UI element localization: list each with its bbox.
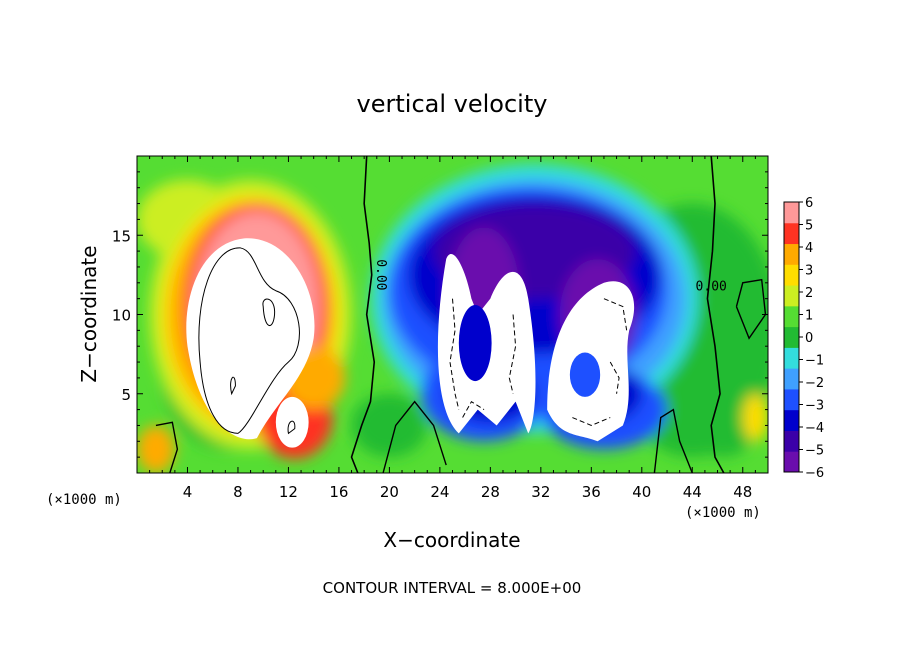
x-tick-label: 32 <box>531 483 550 501</box>
colorbar-tick-label: 5 <box>805 219 813 234</box>
x-tick-label: 16 <box>329 483 348 501</box>
colorbar-tick-label: 2 <box>805 286 813 301</box>
colorbar-tick-label: 1 <box>805 309 813 324</box>
downdraft-inner <box>458 304 492 382</box>
y-axis-label: Z−coordinate <box>77 245 101 382</box>
x-tick-label: 28 <box>481 483 500 501</box>
contour-label: 0.00 <box>696 280 727 295</box>
zero-contour <box>350 156 376 473</box>
colorbar-swatch <box>784 368 799 390</box>
contour-label: 0.00 <box>373 259 388 290</box>
contour-labels: 0.00 0.00 <box>373 259 727 295</box>
positive-contour <box>230 376 236 396</box>
chart-title: vertical velocity <box>357 90 548 118</box>
colorbar-swatch <box>784 202 799 224</box>
cores <box>186 238 635 448</box>
zero-contour <box>653 408 693 473</box>
x-tick-label: 48 <box>733 483 752 501</box>
x-tick-label: 8 <box>233 483 243 501</box>
x-axis-label: X−coordinate <box>383 528 520 552</box>
colorbar-swatch <box>784 388 799 411</box>
colorbar-tick-label: −3 <box>805 399 824 414</box>
zero-contour <box>155 421 179 473</box>
negative-contour <box>462 400 485 418</box>
x-tick-label: 24 <box>430 483 449 501</box>
colorbar-tick-label: −4 <box>805 421 824 436</box>
colorbar-swatch <box>784 285 799 307</box>
y-tick-label: 10 <box>112 307 131 325</box>
colorbar-tick-label: −5 <box>805 444 824 459</box>
contour-interval-note: CONTOUR INTERVAL = 8.000E+00 <box>323 579 582 597</box>
negative-contour <box>572 417 611 426</box>
y-tick-label: 5 <box>121 386 131 404</box>
colorbar: 6 5 4 3 2 1 0 −1 −2 −3 −4 −5 −6 <box>783 196 824 481</box>
positive-contour <box>287 420 296 435</box>
downdraft-inner <box>569 352 601 397</box>
x-unit-left: (×1000 m) <box>46 492 122 508</box>
x-tick-label: 36 <box>582 483 601 501</box>
x-tick-label: 40 <box>632 483 651 501</box>
x-tick-label: 12 <box>279 483 298 501</box>
x-tick-label: 44 <box>683 483 702 501</box>
colorbar-tick-label: 3 <box>805 264 813 279</box>
negative-contour <box>603 298 628 331</box>
updraft-core <box>275 396 309 448</box>
zero-contour <box>735 278 767 340</box>
colorbar-swatch <box>784 305 799 328</box>
colorbar-tick-label: 0 <box>805 331 813 346</box>
negative-contour <box>609 361 620 394</box>
colorbar-swatch <box>784 451 799 473</box>
colorbar-swatch <box>784 430 799 452</box>
y-tick-label: 15 <box>112 227 131 245</box>
zero-contour <box>382 400 447 473</box>
colorbar-tick-label: 4 <box>805 241 813 256</box>
colorbar-swatch <box>784 409 799 431</box>
x-axis-ticks: 4 8 12 16 20 24 28 32 36 40 44 48 <box>149 156 756 501</box>
colorbar-swatch <box>784 222 799 245</box>
y-axis-ticks: 5 10 15 <box>112 171 768 458</box>
colorbar-swatch <box>784 243 799 265</box>
zero-contour <box>706 156 725 473</box>
x-tick-label: 20 <box>380 483 399 501</box>
velocity-field <box>137 156 768 473</box>
colorbar-swatch <box>784 326 799 348</box>
x-unit-right: (×1000 m) <box>685 505 761 521</box>
positive-contour <box>198 247 300 434</box>
colorbar-tick-label: −1 <box>805 354 824 369</box>
colorbar-tick-label: −6 <box>805 466 824 481</box>
colorbar-tick-label: 6 <box>805 196 813 211</box>
positive-contour <box>262 298 276 326</box>
updraft-core <box>186 238 315 440</box>
edge-warm <box>742 393 768 442</box>
plot-area <box>137 156 768 473</box>
bg-green <box>692 393 756 458</box>
contour-lines <box>155 156 767 473</box>
corner-warm <box>137 425 175 473</box>
colorbar-swatch <box>784 264 799 286</box>
negative-contour <box>508 314 517 394</box>
colorbar-swatch <box>784 347 799 369</box>
x-tick-label: 4 <box>183 483 193 501</box>
colorbar-tick-label: −2 <box>805 376 824 391</box>
